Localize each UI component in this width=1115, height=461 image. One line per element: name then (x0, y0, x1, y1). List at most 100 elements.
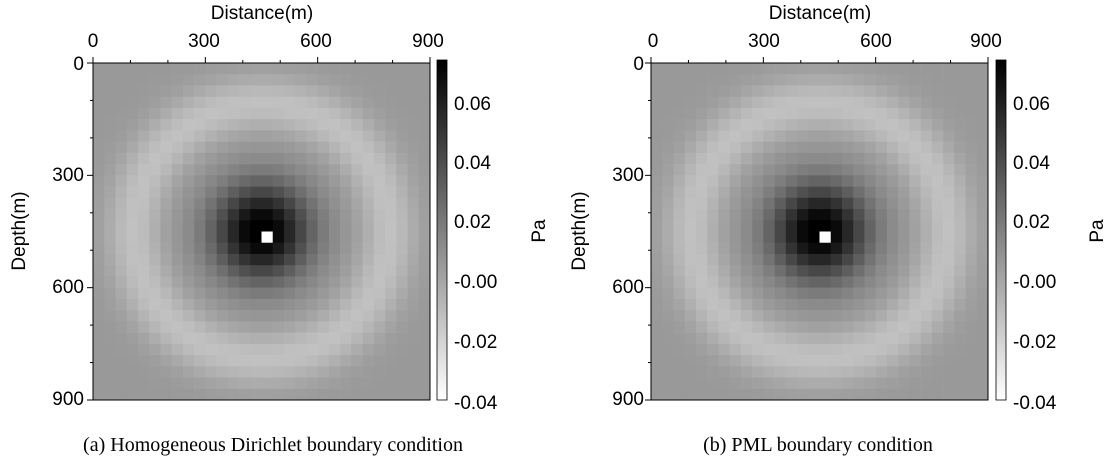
heatmap-cell (205, 164, 217, 176)
heatmap-cell (797, 197, 809, 210)
heatmap-cell (306, 321, 318, 333)
plot-border (650, 62, 989, 401)
heatmap-cell (718, 209, 730, 221)
heatmap-cell (808, 96, 820, 109)
heatmap-cell (126, 63, 139, 75)
heatmap-cell (194, 377, 206, 390)
heatmap-cell (729, 231, 742, 244)
heatmap-cell (272, 276, 285, 288)
heatmap-cell (819, 119, 832, 131)
heatmap-cell (864, 377, 876, 390)
heatmap-cell (886, 186, 899, 199)
heatmap-cell (673, 74, 685, 86)
heatmap-cell (362, 355, 375, 367)
panel-b-ylabel: Depth(m) (569, 191, 590, 270)
heatmap-cell (695, 186, 708, 199)
heatmap-cell (385, 377, 397, 390)
heatmap-cell (673, 186, 685, 199)
heatmap-cell (216, 63, 229, 75)
heatmap-cell (886, 242, 899, 255)
heatmap-cell (418, 332, 431, 345)
heatmap-cell (283, 186, 296, 199)
heatmap-cell (272, 175, 285, 187)
heatmap-cell (283, 220, 296, 232)
heatmap-cell (340, 175, 352, 187)
heatmap-cell (306, 186, 318, 199)
heatmap-cell (976, 197, 989, 210)
heatmap-cell (182, 220, 195, 232)
heatmap-cell (976, 242, 989, 255)
heatmap-cell (239, 310, 251, 322)
heatmap-cell (707, 332, 719, 345)
heatmap-cell (808, 287, 820, 300)
heatmap-cell (830, 377, 843, 390)
heatmap-cell (328, 197, 341, 210)
heatmap-cell (115, 310, 127, 322)
heatmap-cell (841, 107, 854, 120)
heatmap-cell (954, 141, 966, 154)
heatmap-cell (864, 287, 876, 300)
heatmap-cell (396, 287, 408, 300)
heatmap-cell (752, 377, 764, 390)
heatmap-cell (137, 85, 150, 97)
heatmap-cell (340, 310, 352, 322)
heatmap-cell (819, 141, 832, 154)
heatmap-cell (718, 253, 730, 266)
heatmap-cell (808, 366, 820, 378)
heatmap-cell (909, 388, 921, 401)
heatmap-cell (137, 141, 150, 154)
heatmap-cell (205, 321, 217, 333)
heatmap-cell (385, 253, 397, 266)
heatmap-cell (740, 107, 753, 120)
heatmap-cell (785, 377, 798, 390)
heatmap-cell (785, 152, 798, 165)
heatmap-cell (695, 242, 708, 255)
heatmap-cell (396, 242, 408, 255)
heatmap-cell (104, 220, 116, 232)
heatmap-cell (920, 366, 933, 378)
heatmap-cell (954, 265, 966, 277)
heatmap-cell (216, 197, 229, 210)
heatmap-cell (227, 265, 240, 277)
heatmap-cell (808, 220, 820, 232)
heatmap-cell (227, 321, 240, 333)
heatmap-cell (931, 231, 944, 244)
heatmap-cell (351, 141, 363, 154)
heatmap-cell (931, 332, 944, 345)
heatmap-cell (662, 377, 674, 390)
heatmap-cell (808, 253, 820, 266)
heatmap-cell (931, 388, 944, 401)
heatmap-cell (718, 74, 730, 86)
heatmap-cell (808, 141, 820, 154)
heatmap-cell (328, 253, 341, 266)
heatmap-cell (295, 96, 307, 109)
heatmap-cell (396, 276, 408, 288)
heatmap-cell (194, 119, 206, 131)
heatmap-cell (295, 141, 307, 154)
heatmap-cell (684, 332, 697, 345)
heatmap-cell (385, 186, 397, 199)
heatmap-cell (875, 321, 888, 333)
heatmap-cell (149, 197, 161, 210)
heatmap-cell (340, 231, 352, 244)
heatmap-cell (149, 63, 161, 75)
heatmap-cell (763, 388, 775, 401)
heatmap-cell (194, 343, 206, 356)
heatmap-cell (373, 209, 386, 221)
heatmap-cell (385, 130, 397, 142)
heatmap-cell (819, 242, 832, 255)
heatmap-cell (898, 186, 910, 199)
heatmap-cell (673, 130, 685, 142)
heatmap-cell (385, 310, 397, 322)
heatmap-cell (115, 276, 127, 288)
heatmap-cell (684, 366, 697, 378)
heatmap-cell (774, 388, 787, 401)
heatmap-cell (351, 377, 363, 390)
heatmap-cell (819, 130, 832, 142)
heatmap-cell (740, 119, 753, 131)
heatmap-cell (216, 332, 229, 345)
heatmap-cell (718, 85, 730, 97)
heatmap-cell (662, 343, 674, 356)
heatmap-cell (261, 310, 274, 322)
heatmap-cell (886, 310, 899, 322)
